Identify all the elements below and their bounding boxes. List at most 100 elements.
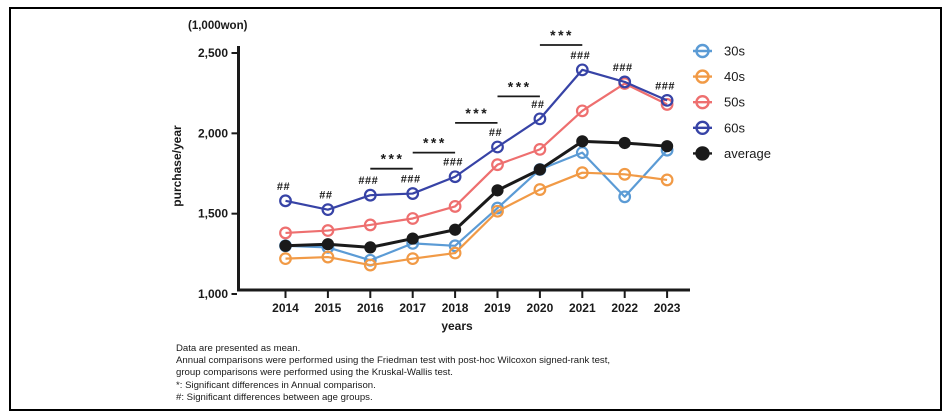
legend-open-circle-icon	[695, 94, 710, 110]
hash-significance-label: ###	[358, 175, 378, 187]
y-axis-title: purchase/year	[170, 125, 184, 207]
hash-significance-label: ##	[319, 190, 332, 202]
data-point-average-2016	[364, 241, 377, 254]
footnote-line: group comparisons were performed using t…	[176, 367, 453, 379]
star-bracket-2017-2018: ***	[412, 135, 456, 154]
data-point-60s-2016	[363, 188, 377, 202]
x-tick-label: 2022	[611, 301, 638, 315]
data-point-50s-2017	[406, 212, 420, 225]
x-tick-label: 2018	[442, 301, 469, 315]
x-tick-label: 2017	[399, 301, 426, 315]
legend-item-average: average	[693, 146, 771, 161]
data-point-40s-2017	[406, 252, 420, 266]
footnote-line: Data are presented as mean.	[176, 343, 301, 354]
star-bracket-2016-2017: ***	[370, 151, 413, 170]
legend-open-circle-icon	[695, 43, 710, 59]
series-line-30s	[285, 149, 668, 262]
series-60s	[279, 63, 674, 217]
series-line-60s	[285, 68, 668, 211]
data-point-average-2014	[279, 239, 292, 252]
data-point-50s-2016	[363, 218, 377, 232]
data-point-60s-2020	[533, 112, 547, 126]
legend-open-circle-icon	[695, 120, 710, 136]
legend-label: average	[724, 146, 771, 161]
data-point-50s-2023	[660, 98, 674, 111]
footnote-line: Annual comparisons were performed using …	[176, 355, 611, 367]
data-point-average-2017	[406, 232, 419, 245]
data-point-60s-2023	[660, 93, 674, 107]
y-tick-label: 1,500	[198, 207, 228, 221]
data-point-average-2015	[321, 238, 334, 251]
x-tick-label: 2015	[315, 301, 342, 315]
data-point-50s-2019	[491, 158, 504, 172]
series-line-average	[285, 139, 668, 249]
series-average	[279, 135, 674, 254]
data-point-40s-2023	[660, 173, 674, 187]
series-line-40s	[285, 171, 668, 267]
hash-significance-label: ###	[401, 174, 421, 186]
data-point-40s-2018	[448, 246, 462, 260]
x-axis-title: years	[441, 319, 473, 333]
data-point-60s-2018	[448, 170, 462, 184]
data-point-30s-2022	[618, 190, 632, 204]
star-significance-label: ***	[423, 135, 447, 151]
star-bracket-2019-2020: ***	[497, 78, 540, 98]
figure-border	[9, 7, 942, 411]
data-point-40s-2020	[533, 183, 547, 196]
legend-label: 40s	[724, 69, 745, 84]
data-point-40s-2014	[279, 252, 292, 266]
data-point-60s-2019	[491, 140, 504, 154]
x-tick-label: 2021	[569, 301, 596, 315]
star-significance-label: ***	[381, 151, 405, 167]
chart-generated-content: 1,000 1,500 2,000 2,500 2014 2015 2016 2017 2018…	[198, 27, 771, 315]
data-point-50s-2015	[321, 224, 335, 237]
data-point-50s-2021	[575, 104, 589, 118]
data-point-50s-2014	[279, 226, 292, 240]
star-bracket-2020-2021: ***	[539, 27, 583, 46]
hash-significance-label: ##	[489, 127, 502, 139]
data-point-60s-2015	[321, 203, 335, 217]
hash-significance-label: ###	[443, 157, 463, 169]
data-point-30s-2018	[448, 239, 462, 253]
data-point-average-2022	[618, 136, 631, 150]
data-point-50s-2018	[448, 200, 462, 213]
data-point-average-2018	[449, 223, 462, 236]
data-point-40s-2016	[363, 258, 377, 272]
legend-label: 30s	[724, 44, 745, 59]
data-point-60s-2017	[406, 187, 420, 200]
x-tick-label: 2019	[484, 301, 511, 315]
x-tick-label: 2014	[272, 301, 299, 315]
star-significance-label: ***	[508, 78, 532, 94]
legend-label: 60s	[724, 120, 745, 135]
x-tick-label: 2023	[654, 301, 681, 315]
data-point-60s-2014	[279, 194, 292, 208]
legend-item-50s: 50s	[693, 95, 745, 110]
data-point-40s-2022	[618, 167, 632, 181]
data-point-average-2020	[533, 163, 547, 176]
data-point-40s-2019	[491, 204, 504, 218]
hash-significance-label: ##	[277, 181, 290, 193]
y-tick-label: 1,000	[198, 287, 228, 301]
y-axis-unit-label: (1,000won)	[188, 20, 248, 32]
x-tick-label: 2016	[357, 301, 384, 315]
hash-significance-label: ##	[531, 99, 544, 111]
hash-significance-label: ###	[570, 50, 590, 62]
footnote-line: *: Significant differences in Annual com…	[176, 379, 376, 391]
series-50s	[279, 77, 674, 240]
footnote-line: #: Significant differences between age g…	[176, 391, 373, 403]
data-point-40s-2015	[321, 250, 335, 264]
star-significance-label: ***	[550, 27, 574, 43]
legend-item-60s: 60s	[693, 120, 745, 135]
legend-item-40s: 40s	[693, 69, 745, 84]
data-point-60s-2021	[575, 63, 589, 77]
data-point-40s-2021	[575, 166, 589, 180]
y-tick-label: 2,000	[198, 126, 228, 140]
legend-filled-circle-icon	[695, 146, 710, 161]
star-bracket-2018-2019: ***	[455, 105, 498, 124]
x-tick-label: 2020	[527, 301, 554, 315]
series-40s	[279, 166, 674, 272]
data-point-average-2021	[576, 135, 589, 148]
hash-significance-label: ###	[655, 80, 675, 92]
star-significance-label: ***	[465, 105, 489, 121]
